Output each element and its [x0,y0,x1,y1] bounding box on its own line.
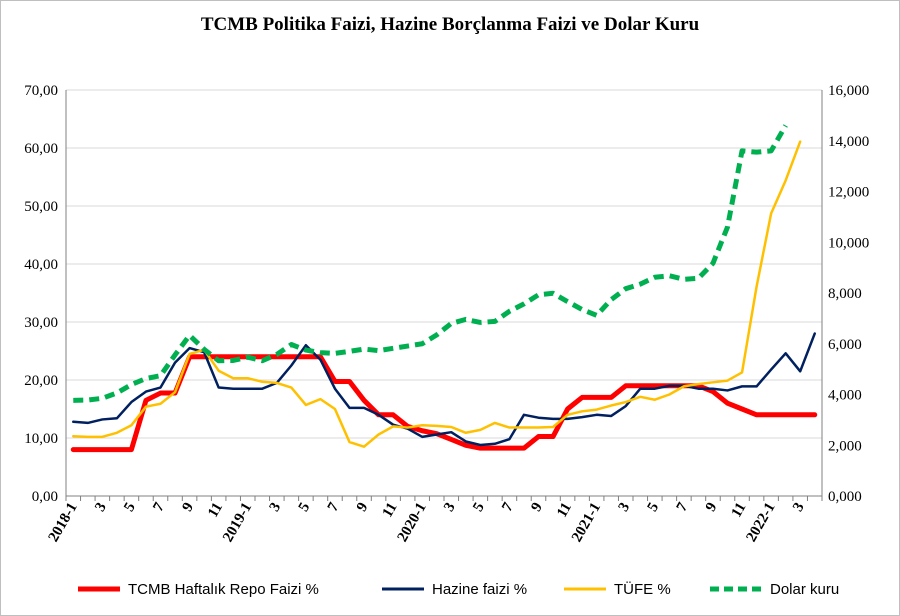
x-tick-label: 9 [354,500,372,514]
x-tick-label: 9 [179,500,197,514]
y-right-tick-label: 16,000 [828,83,869,99]
y-left-tick-label: 60,00 [24,141,58,157]
x-tick-label: 2021-1 [569,500,604,545]
x-tick-label: 11 [205,500,226,520]
legend-item-tufe: TÜFE % [562,578,671,600]
x-tick-label: 9 [528,500,546,514]
x-tick-label: 2022-1 [743,500,778,545]
series-line-2 [72,140,802,448]
y-left-tick-label: 10,00 [24,431,58,447]
x-tick-label: 11 [380,500,401,520]
y-right-tick-label: 14,000 [828,134,869,150]
x-tick-label: 3 [267,500,285,514]
legend-label-tufe: TÜFE % [614,580,671,598]
legend-label-hazine: Hazine faizi % [432,580,528,598]
x-tick-label: 5 [296,500,314,514]
legend-swatch-tufe [564,587,606,591]
y-left-tick-label: 40,00 [24,257,58,273]
x-tick-label: 3 [790,500,808,514]
x-tick-label: 9 [703,500,721,514]
x-tick-label: 7 [674,500,692,515]
x-tick-label: 3 [441,500,459,514]
legend-swatch-dolar [710,586,762,592]
x-tick-label: 3 [92,500,110,514]
x-tick-label: 7 [499,500,517,515]
x-tick-label: 3 [616,500,634,514]
x-tick-label: 7 [325,500,343,515]
x-tick-label: 2018-1 [46,500,81,545]
y-left-tick-label: 50,00 [24,199,58,215]
y-left-tick-label: 20,00 [24,373,58,389]
y-right-tick-label: 12,000 [828,185,869,201]
x-tick-label: 5 [121,500,139,514]
legend-item-repo: TCMB Haftalık Repo Faizi % [76,578,319,600]
y-right-tick-label: 10,000 [828,235,869,251]
legend-label-repo: TCMB Haftalık Repo Faizi % [128,580,319,598]
series-line-3 [73,124,788,403]
x-tick-label: 11 [729,500,750,520]
legend-label-dolar: Dolar kuru [770,580,840,598]
legend-item-dolar: Dolar kuru [708,578,839,600]
x-tick-label: 2019-1 [220,500,255,545]
x-tick-label: 7 [150,500,168,515]
legend: TCMB Haftalık Repo Faizi % Hazine faizi … [0,578,900,600]
y-right-tick-label: 0,000 [828,489,862,505]
legend-swatch-repo [78,586,120,592]
x-tick-label: 2020-1 [395,500,430,545]
y-right-tick-label: 4,000 [828,388,862,404]
x-tick-label: 11 [554,500,575,520]
legend-swatch-hazine [382,587,424,591]
y-left-tick-label: 70,00 [24,83,58,99]
series-line-1 [72,332,816,447]
legend-item-hazine: Hazine faizi % [380,578,527,600]
chart-title: TCMB Politika Faizi, Hazine Borçlanma Fa… [200,14,700,35]
y-right-tick-label: 6,000 [828,337,862,353]
x-tick-label: 5 [470,500,488,514]
y-right-tick-label: 8,000 [828,286,862,302]
y-right-tick-label: 2,000 [828,438,862,454]
y-left-tick-label: 30,00 [24,315,58,331]
x-tick-label: 5 [645,500,663,514]
y-left-tick-label: 0,00 [32,489,58,505]
